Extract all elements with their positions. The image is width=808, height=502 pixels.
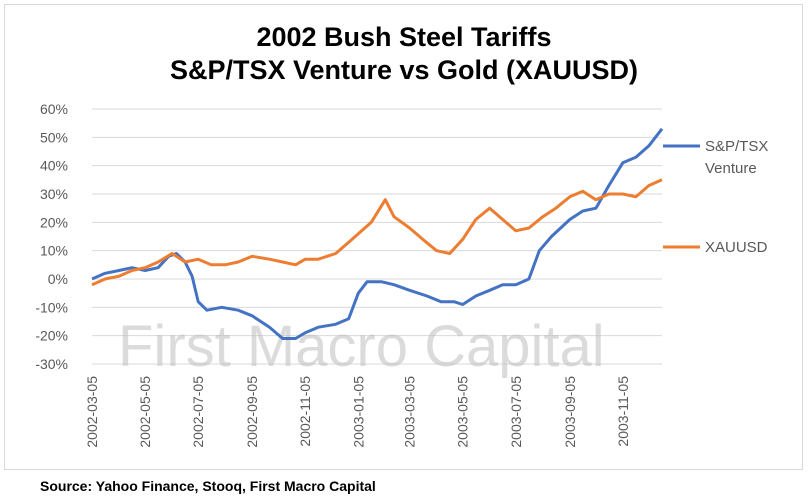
x-tick-label: 2003-11-05 xyxy=(615,376,631,447)
x-tick-label: 2002-05-05 xyxy=(137,376,153,448)
legend-label: Venture xyxy=(705,160,757,177)
y-tick-label: 0% xyxy=(48,271,68,287)
chart-title-line1: 2002 Bush Steel Tariffs xyxy=(256,22,552,52)
x-tick-label: 2002-07-05 xyxy=(190,376,206,448)
x-tick-label: 2003-05-05 xyxy=(455,376,471,448)
x-tick-label: 2002-09-05 xyxy=(244,376,260,448)
y-axis-ticks: 60% 50% 40% 30% 20% 10% 0% -10% -20% -30% xyxy=(35,101,68,372)
legend: S&P/TSX Venture XAUUSD xyxy=(663,138,768,256)
x-tick-label: 2003-01-05 xyxy=(350,376,366,448)
x-tick-label: 2003-03-05 xyxy=(402,376,418,448)
source-note: Source: Yahoo Finance, Stooq, First Macr… xyxy=(40,478,376,494)
y-tick-label: 20% xyxy=(40,214,68,230)
x-tick-label: 2002-11-05 xyxy=(297,376,313,447)
x-tick-label: 2002-03-05 xyxy=(84,376,100,448)
series-line-xauusd xyxy=(91,178,663,287)
series-lines xyxy=(91,127,664,340)
legend-label: S&P/TSX xyxy=(705,138,768,155)
x-tick-label: 2003-09-05 xyxy=(562,376,578,448)
y-tick-label: 50% xyxy=(40,129,68,145)
chart-svg: 60% 50% 40% 30% 20% 10% 0% -10% -20% -30% 2002-03… xyxy=(35,101,768,448)
x-axis-ticks: 2002-03-05 2002-05-05 2002-07-05 2002-09-05… xyxy=(84,376,631,448)
y-tick-label: 40% xyxy=(40,158,68,174)
x-tick-label: 2003-07-05 xyxy=(508,376,524,448)
gridlines xyxy=(92,108,662,365)
watermark: First Macro Capital xyxy=(118,314,605,379)
chart-title-line2: S&P/TSX Venture vs Gold (XAUUSD) xyxy=(169,55,639,85)
y-tick-label: -20% xyxy=(35,328,68,344)
y-tick-label: -30% xyxy=(35,356,68,372)
y-tick-label: -10% xyxy=(35,299,68,315)
legend-label: XAUUSD xyxy=(705,239,768,256)
y-tick-label: 30% xyxy=(40,186,68,202)
chart-frame xyxy=(4,4,803,470)
y-tick-label: 10% xyxy=(40,243,68,259)
y-tick-label: 60% xyxy=(40,101,68,117)
